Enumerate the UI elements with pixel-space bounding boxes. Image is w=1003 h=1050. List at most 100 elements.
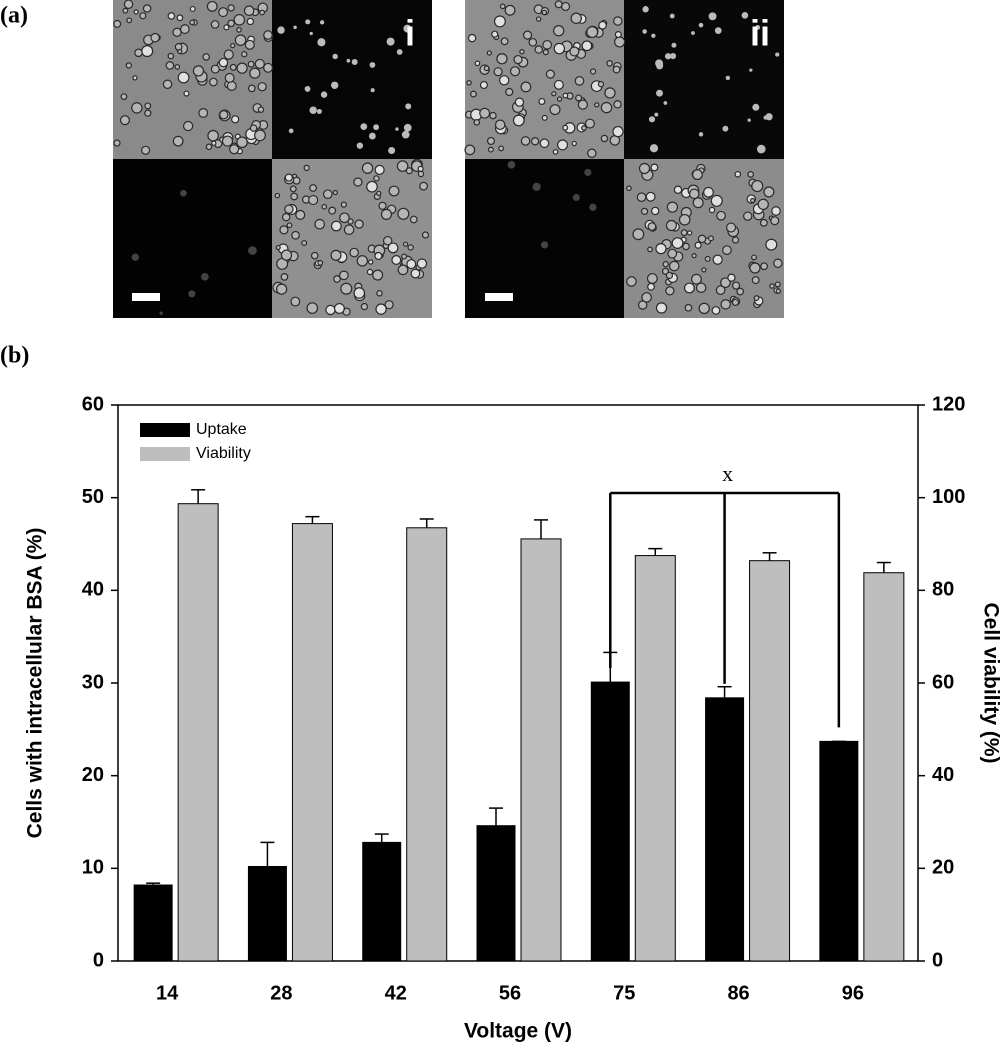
cell [402, 241, 409, 247]
cell [288, 128, 294, 134]
cell [743, 211, 753, 221]
y2-tick-label: 80 [932, 579, 954, 601]
panel-label: (b) [0, 343, 29, 369]
cell [671, 237, 684, 249]
x-tick-label: 96 [842, 982, 864, 1004]
y2-tick-label: 0 [932, 949, 943, 971]
cell [218, 57, 229, 68]
cell [670, 53, 677, 60]
cell [286, 222, 293, 229]
cell [720, 277, 731, 289]
bar [590, 681, 630, 962]
cell [339, 212, 350, 224]
cell [332, 189, 338, 196]
cell [691, 31, 695, 35]
cell [202, 53, 210, 61]
cell [401, 253, 408, 260]
cell [647, 246, 653, 253]
cell [714, 27, 722, 34]
bar [362, 841, 402, 962]
cell [581, 125, 587, 131]
cell [534, 45, 543, 54]
cell [247, 84, 256, 93]
y2-axis-label: Cell viability (%) [979, 602, 1002, 763]
cell [131, 253, 139, 261]
cell [541, 114, 548, 121]
cell [205, 143, 213, 151]
micrograph-merge [272, 159, 432, 318]
cell [289, 185, 297, 193]
cell [172, 135, 184, 147]
cell [708, 12, 717, 21]
cell [134, 48, 143, 58]
cell [207, 129, 219, 142]
cell [707, 235, 714, 242]
cell [309, 184, 317, 192]
cell [645, 191, 656, 202]
cell [308, 194, 319, 206]
y2-tick-label: 100 [932, 486, 965, 508]
cell [722, 245, 732, 255]
cell [680, 229, 688, 237]
cell [248, 246, 257, 255]
cell [545, 69, 555, 79]
cell [219, 110, 229, 120]
cell [683, 282, 695, 294]
bar [406, 527, 448, 962]
cell [241, 51, 248, 58]
cell [144, 109, 152, 117]
x-axis-label: Voltage (V) [464, 1020, 572, 1043]
cell [333, 302, 345, 314]
cell [167, 12, 176, 20]
cell [612, 125, 624, 138]
cell [600, 101, 613, 114]
cell [201, 273, 209, 281]
cell [328, 206, 337, 215]
cell [386, 37, 395, 46]
cell [540, 241, 549, 249]
cell [538, 97, 546, 106]
cell [406, 259, 417, 270]
cell [519, 48, 525, 55]
y-tick-label: 0 [93, 949, 104, 971]
cell [666, 201, 679, 213]
y-tick-label: 10 [82, 857, 104, 879]
cell [704, 255, 711, 262]
cell [556, 96, 563, 102]
cell [305, 19, 311, 25]
cell [234, 34, 247, 46]
cell [360, 123, 368, 130]
y2-tick-label: 120 [932, 393, 965, 415]
cell [665, 271, 674, 280]
cell [356, 255, 369, 267]
cell [321, 203, 328, 210]
cell [493, 15, 506, 28]
cell [373, 124, 380, 131]
cell [759, 218, 768, 227]
cell [520, 81, 532, 93]
cell [330, 81, 339, 89]
cell [487, 146, 494, 153]
cell [734, 170, 742, 178]
cell [189, 19, 195, 26]
cell [749, 68, 753, 72]
cell [317, 260, 324, 266]
x-tick-label: 28 [270, 982, 292, 1004]
cell [703, 186, 714, 198]
cell [227, 4, 235, 12]
cell [125, 62, 132, 69]
cell [403, 24, 412, 33]
cell [375, 303, 387, 315]
cell [695, 282, 707, 293]
cell [340, 282, 353, 295]
bar [705, 697, 745, 962]
image-label: i [405, 13, 415, 54]
cell [167, 52, 175, 60]
cell [182, 120, 194, 132]
cell [649, 144, 659, 153]
cell [682, 242, 690, 251]
cell [751, 179, 764, 193]
cell [374, 251, 383, 261]
cell [349, 247, 360, 258]
cell [757, 198, 769, 211]
